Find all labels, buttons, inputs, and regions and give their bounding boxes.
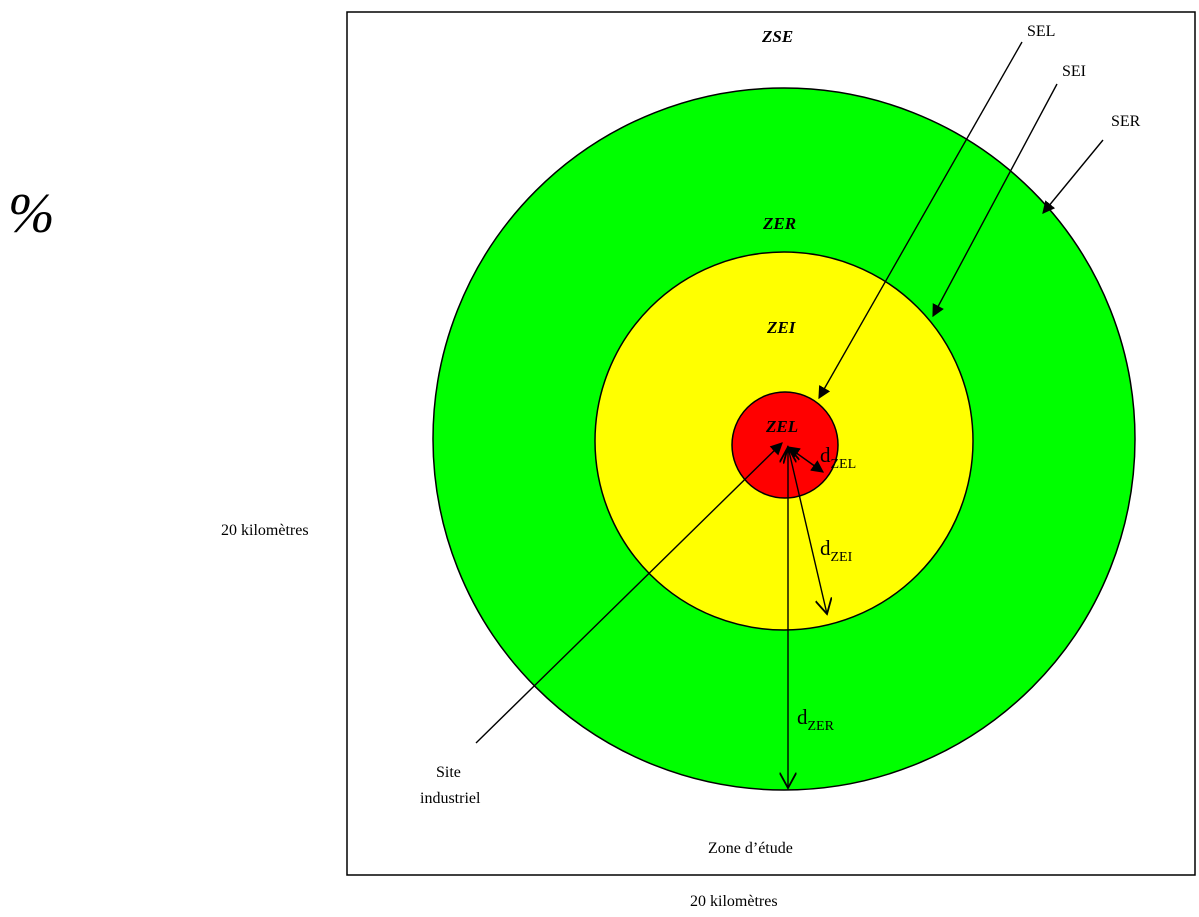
zei-label: ZEI [766, 318, 797, 337]
ser-label: SER [1111, 113, 1141, 130]
sel-label: SEL [1027, 23, 1055, 40]
zel-label: ZEL [765, 417, 798, 436]
width-dimension-label: 20 kilomètres [690, 893, 778, 910]
d-zei-label: dZEI [820, 536, 853, 565]
ser-pointer-arrow [1042, 139, 1104, 214]
d-zel-label: dZEL [820, 443, 856, 472]
sei-label: SEI [1062, 63, 1086, 80]
sei-pointer-arrow [932, 83, 1058, 318]
site-label-line2: industriel [420, 790, 481, 807]
study-zone-label: Zone d’étude [708, 840, 793, 857]
sel-pointer-arrow [818, 41, 1023, 400]
site-label-line1: Site [436, 764, 461, 781]
zer-label: ZER [762, 214, 796, 233]
zse-label: ZSE [761, 27, 793, 46]
height-dimension-label: 20 kilomètres [221, 522, 309, 539]
percent-symbol: % [8, 183, 55, 245]
d-zer-label: dZER [797, 705, 835, 734]
site-pointer-arrow [475, 442, 783, 744]
